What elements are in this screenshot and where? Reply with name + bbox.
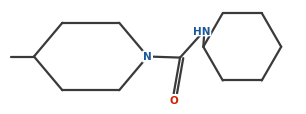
Text: O: O xyxy=(169,95,178,105)
Text: HN: HN xyxy=(193,26,211,36)
Text: N: N xyxy=(143,52,152,62)
